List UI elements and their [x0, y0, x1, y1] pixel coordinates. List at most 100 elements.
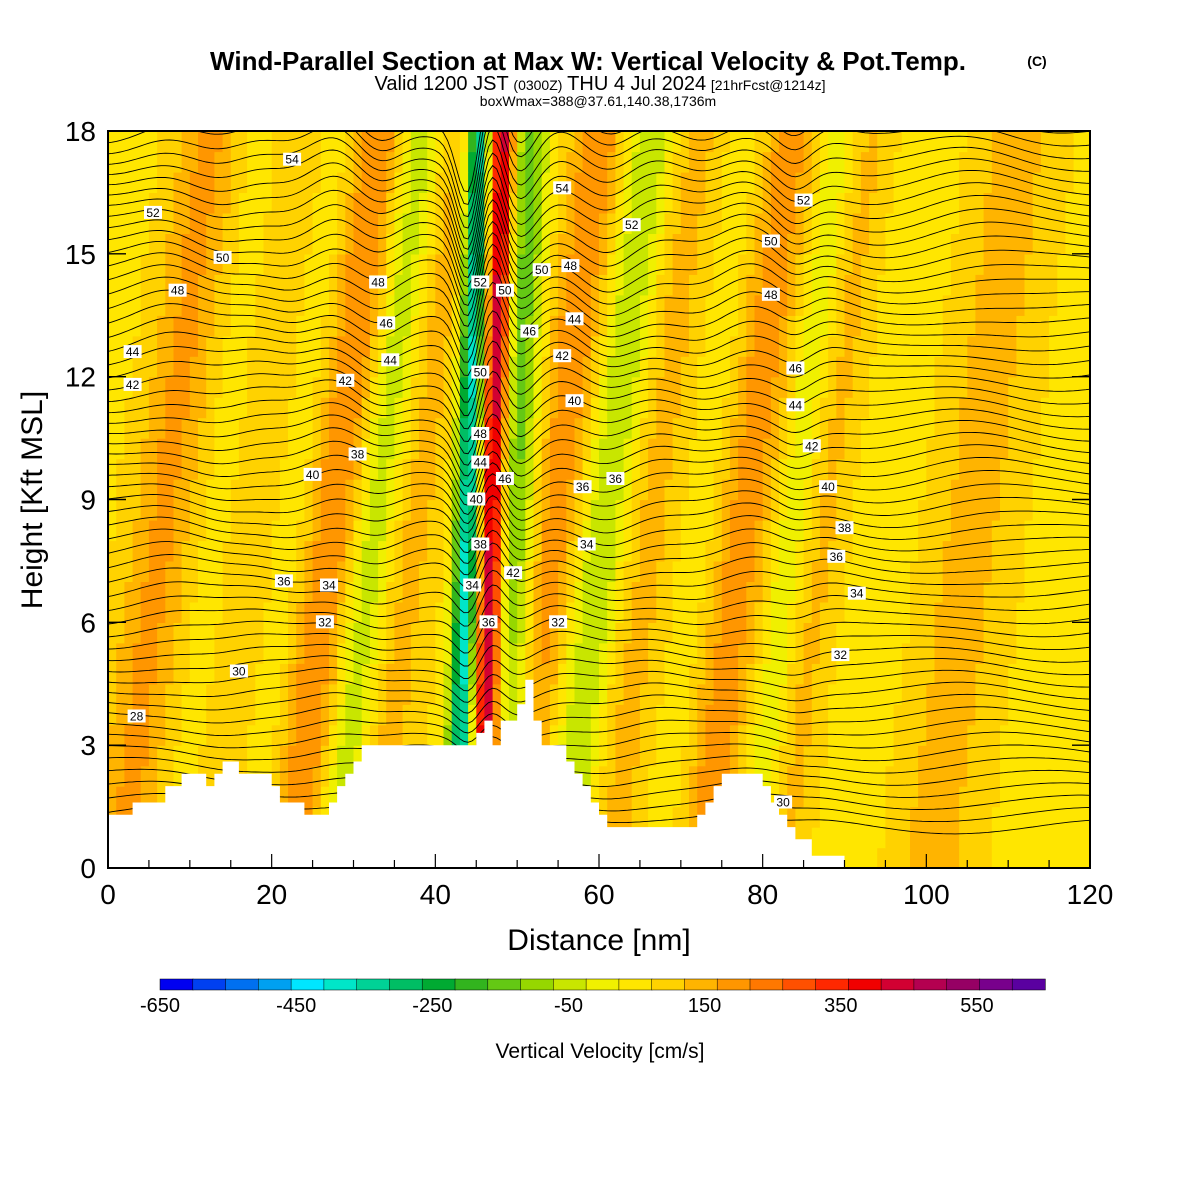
velocity-cell: [386, 642, 395, 664]
isentrope-line: [108, 439, 1090, 497]
velocity-cell: [680, 663, 690, 685]
velocity-cell: [148, 438, 158, 460]
contour-label: 46: [377, 316, 396, 330]
velocity-cell: [599, 663, 608, 685]
velocity-cell: [435, 601, 445, 623]
velocity-cell: [648, 479, 657, 501]
velocity-cell: [623, 724, 633, 746]
contour-label: 44: [786, 398, 805, 412]
velocity-cell: [345, 601, 355, 623]
velocity-cell: [582, 642, 592, 664]
velocity-cell: [558, 499, 567, 521]
velocity-cell: [1081, 458, 1090, 480]
velocity-cell: [320, 560, 330, 582]
velocity-cell: [206, 581, 215, 603]
velocity-cell: [811, 642, 821, 664]
velocity-cell: [836, 786, 846, 808]
velocity-cell: [386, 274, 395, 296]
velocity-cell: [271, 745, 281, 767]
velocity-cell: [779, 724, 788, 746]
velocity-cell: [860, 458, 870, 480]
velocity-cell: [811, 417, 821, 439]
velocity-cell: [1073, 397, 1083, 419]
velocity-cell: [721, 724, 731, 746]
velocity-cell: [525, 479, 535, 501]
velocity-cell: [582, 233, 592, 255]
velocity-cell: [918, 663, 927, 685]
velocity-cell: [1081, 151, 1090, 173]
velocity-cell: [672, 151, 682, 173]
velocity-cell: [353, 212, 363, 234]
velocity-cell: [615, 765, 625, 787]
velocity-cell: [337, 335, 346, 357]
velocity-cell: [713, 724, 723, 746]
velocity-cell: [435, 233, 445, 255]
velocity-cell: [918, 192, 927, 214]
velocity-cell: [198, 335, 207, 357]
velocity-cell: [247, 212, 256, 234]
velocity-cell: [271, 499, 281, 521]
velocity-cell: [664, 745, 674, 767]
isentrope-line: [108, 399, 1090, 466]
velocity-cell: [819, 806, 829, 828]
velocity-cell: [770, 724, 780, 746]
velocity-cell: [836, 724, 846, 746]
velocity-cell: [549, 417, 559, 439]
velocity-cell: [975, 192, 985, 214]
velocity-cell: [631, 315, 641, 337]
velocity-cell: [959, 335, 968, 357]
velocity-cell: [983, 458, 993, 480]
velocity-cell: [148, 376, 158, 398]
velocity-cell: [1032, 806, 1042, 828]
velocity-cell: [329, 335, 338, 357]
velocity-cell: [656, 663, 666, 685]
velocity-cell: [189, 131, 199, 153]
velocity-cell: [1016, 192, 1026, 214]
velocity-cell: [1073, 724, 1083, 746]
velocity-cell: [296, 335, 305, 357]
velocity-cell: [950, 560, 960, 582]
velocity-cell: [108, 417, 117, 439]
velocity-cell: [1024, 438, 1034, 460]
velocity-cell: [148, 294, 158, 316]
velocity-cell: [1081, 806, 1090, 828]
velocity-cell: [770, 356, 780, 378]
velocity-cell: [255, 560, 265, 582]
velocity-cell: [525, 499, 535, 521]
velocity-cell: [934, 847, 944, 868]
velocity-cell: [623, 253, 633, 275]
velocity-cell: [991, 724, 1001, 746]
velocity-cell: [910, 642, 919, 664]
isentrope-line: [108, 413, 1090, 477]
velocity-cell: [541, 192, 551, 214]
velocity-cell: [934, 724, 944, 746]
velocity-cell: [770, 315, 780, 337]
velocity-cell: [1024, 540, 1034, 562]
velocity-cell: [877, 458, 886, 480]
velocity-cell: [1016, 315, 1026, 337]
velocity-cell: [926, 683, 936, 705]
velocity-cell: [885, 131, 895, 153]
velocity-cell: [476, 581, 486, 603]
velocity-cell: [762, 479, 772, 501]
velocity-cell: [1081, 315, 1090, 337]
velocity-cell: [615, 786, 625, 808]
velocity-cell: [1040, 131, 1050, 153]
velocity-cell: [337, 151, 346, 173]
velocity-cell: [492, 499, 502, 521]
velocity-cell: [394, 683, 404, 705]
velocity-cell: [337, 233, 346, 255]
velocity-cell: [656, 294, 666, 316]
velocity-cell: [263, 479, 273, 501]
velocity-cell: [1081, 642, 1090, 664]
velocity-cell: [525, 438, 535, 460]
velocity-cell: [157, 786, 166, 808]
velocity-cell: [157, 479, 166, 501]
velocity-cell: [517, 335, 526, 357]
velocity-cell: [304, 151, 314, 173]
velocity-cell: [369, 479, 379, 501]
velocity-cell: [819, 212, 829, 234]
velocity-cell: [165, 683, 175, 705]
velocity-cell: [959, 479, 968, 501]
velocity-cell: [607, 581, 616, 603]
